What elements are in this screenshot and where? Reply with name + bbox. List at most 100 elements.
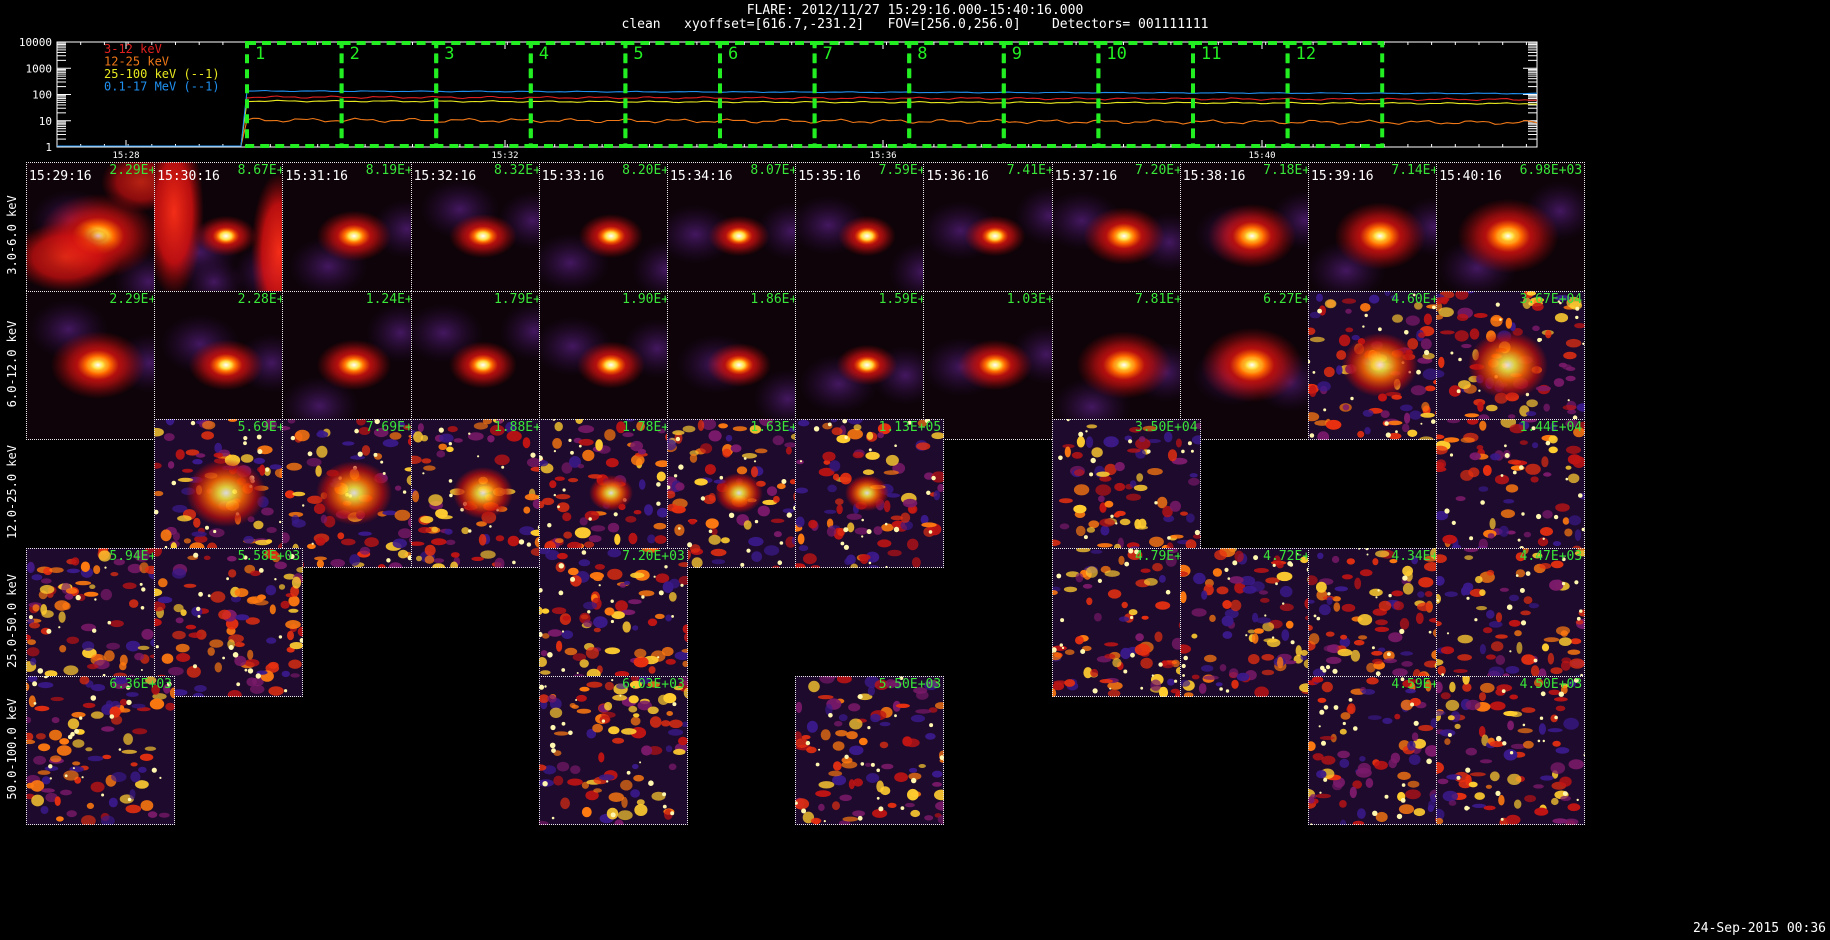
xray-image xyxy=(1308,676,1457,825)
interval-box xyxy=(812,41,912,148)
xray-image xyxy=(410,162,560,311)
lightcurve-series xyxy=(57,89,1538,147)
interval-number: 12 xyxy=(1296,44,1316,64)
xray-image xyxy=(282,162,432,311)
energy-band-label: 25.0-50.0 keV xyxy=(5,573,19,668)
xray-image xyxy=(1051,290,1201,440)
image-panel: 1.88E+05 xyxy=(410,419,560,568)
image-start-time: 15:32:16 xyxy=(413,169,477,184)
xray-image xyxy=(1051,419,1201,568)
xray-image xyxy=(154,162,304,311)
image-panel: 5.69E+04 xyxy=(154,419,304,568)
xray-image xyxy=(26,162,175,311)
image-params: clean xyoffset=[616.7,-231.2] FOV=[256.0… xyxy=(621,17,1209,32)
image-panel: 4.79E+03 xyxy=(1051,547,1201,697)
xray-image xyxy=(795,162,945,311)
lightcurve-series xyxy=(57,99,1538,147)
xray-image xyxy=(667,290,816,440)
lightcurve-series xyxy=(57,117,1538,147)
x-tick-label: 15:36 xyxy=(869,151,896,161)
xray-image xyxy=(1436,419,1586,568)
interval-number: 4 xyxy=(539,44,549,64)
xray-image xyxy=(1436,676,1586,825)
image-panel: 7.69E+04 xyxy=(282,419,432,568)
image-start-time: 15:37:16 xyxy=(1054,169,1118,184)
interval-box xyxy=(528,41,628,148)
interval-box xyxy=(245,41,344,148)
xray-image xyxy=(410,290,560,440)
image-panel: 4.59E+03 xyxy=(1308,676,1457,825)
image-panel: 4.50E+03 xyxy=(1436,676,1586,825)
image-panel: 5.58E+03 xyxy=(154,547,304,697)
image-panel: 1.90E+05 xyxy=(538,290,688,440)
legend-entry: 25-100 keV (--1) xyxy=(104,67,220,81)
interval-number: 11 xyxy=(1201,44,1221,64)
image-max-value: 6.98E+03 xyxy=(1519,163,1583,178)
xray-image xyxy=(154,290,304,440)
interval-number: 8 xyxy=(917,44,927,64)
image-start-time: 15:39:16 xyxy=(1311,169,1374,184)
flare-title: FLARE: 2012/11/27 15:29:16.000-15:40:16.… xyxy=(746,3,1084,18)
xray-image xyxy=(1179,290,1329,440)
image-max-value: 6.03E+03 xyxy=(622,677,685,692)
image-panel: 5.50E+03 xyxy=(795,676,945,825)
xray-image xyxy=(795,290,945,440)
interval-box xyxy=(1285,41,1385,148)
image-panel: 3.67E+04 xyxy=(1436,290,1586,440)
xray-image xyxy=(538,676,688,825)
lightcurve-series xyxy=(57,95,1538,147)
interval-box xyxy=(907,41,1006,148)
x-tick-label: 15:28 xyxy=(112,151,139,161)
image-panel: 7.81E+04 xyxy=(1051,290,1201,440)
image-start-time: 15:38:16 xyxy=(1182,169,1246,184)
image-max-value: 1.13E+05 xyxy=(878,420,942,435)
image-start-time: 15:35:16 xyxy=(798,169,861,184)
interval-box xyxy=(434,41,533,148)
image-panel: 2.29E+05 xyxy=(26,290,175,440)
energy-band-label: 12.0-25.0 keV xyxy=(5,445,19,539)
image-panel: 4.72E+03 xyxy=(1179,547,1329,697)
image-max-value: 4.47E+03 xyxy=(1519,548,1583,564)
image-panel: 2.28E+05 xyxy=(154,290,304,440)
interval-box xyxy=(623,41,723,148)
plot-header: FLARE: 2012/11/27 15:29:16.000-15:40:16.… xyxy=(0,4,1830,32)
image-start-time: 15:40:16 xyxy=(1439,169,1502,184)
legend-entry: 12-25 keV xyxy=(104,55,169,69)
interval-box xyxy=(718,41,817,148)
image-start-time: 15:33:16 xyxy=(541,169,605,184)
xray-image xyxy=(282,419,432,568)
image-panel: 1.78E+05 xyxy=(538,419,688,568)
xray-image xyxy=(667,419,816,568)
image-panel: 1.59E+05 xyxy=(795,290,945,440)
interval-box xyxy=(1096,41,1196,148)
image-panel: 4.47E+03 xyxy=(1436,547,1586,697)
image-start-time: 15:29:16 xyxy=(29,169,92,184)
xray-image xyxy=(154,419,304,568)
image-panel: 1.63E+05 xyxy=(667,419,816,568)
image-max-value: 5.58E+03 xyxy=(237,548,301,564)
xray-image xyxy=(1436,290,1586,440)
xray-image xyxy=(923,290,1073,440)
xray-image xyxy=(26,290,175,440)
xray-image xyxy=(1436,547,1586,697)
energy-band-label: 3.0-6.0 keV xyxy=(5,195,19,275)
xray-image xyxy=(1051,547,1201,697)
xray-image xyxy=(282,290,432,440)
y-tick-label: 100 xyxy=(32,89,52,102)
lightcurve-curves xyxy=(57,89,1538,147)
xray-image xyxy=(1436,162,1586,311)
xray-image xyxy=(26,676,175,825)
xray-image xyxy=(410,419,560,568)
xray-image xyxy=(1051,162,1201,311)
xray-image xyxy=(538,290,688,440)
interval-box xyxy=(1191,41,1290,148)
xray-image xyxy=(538,162,688,311)
